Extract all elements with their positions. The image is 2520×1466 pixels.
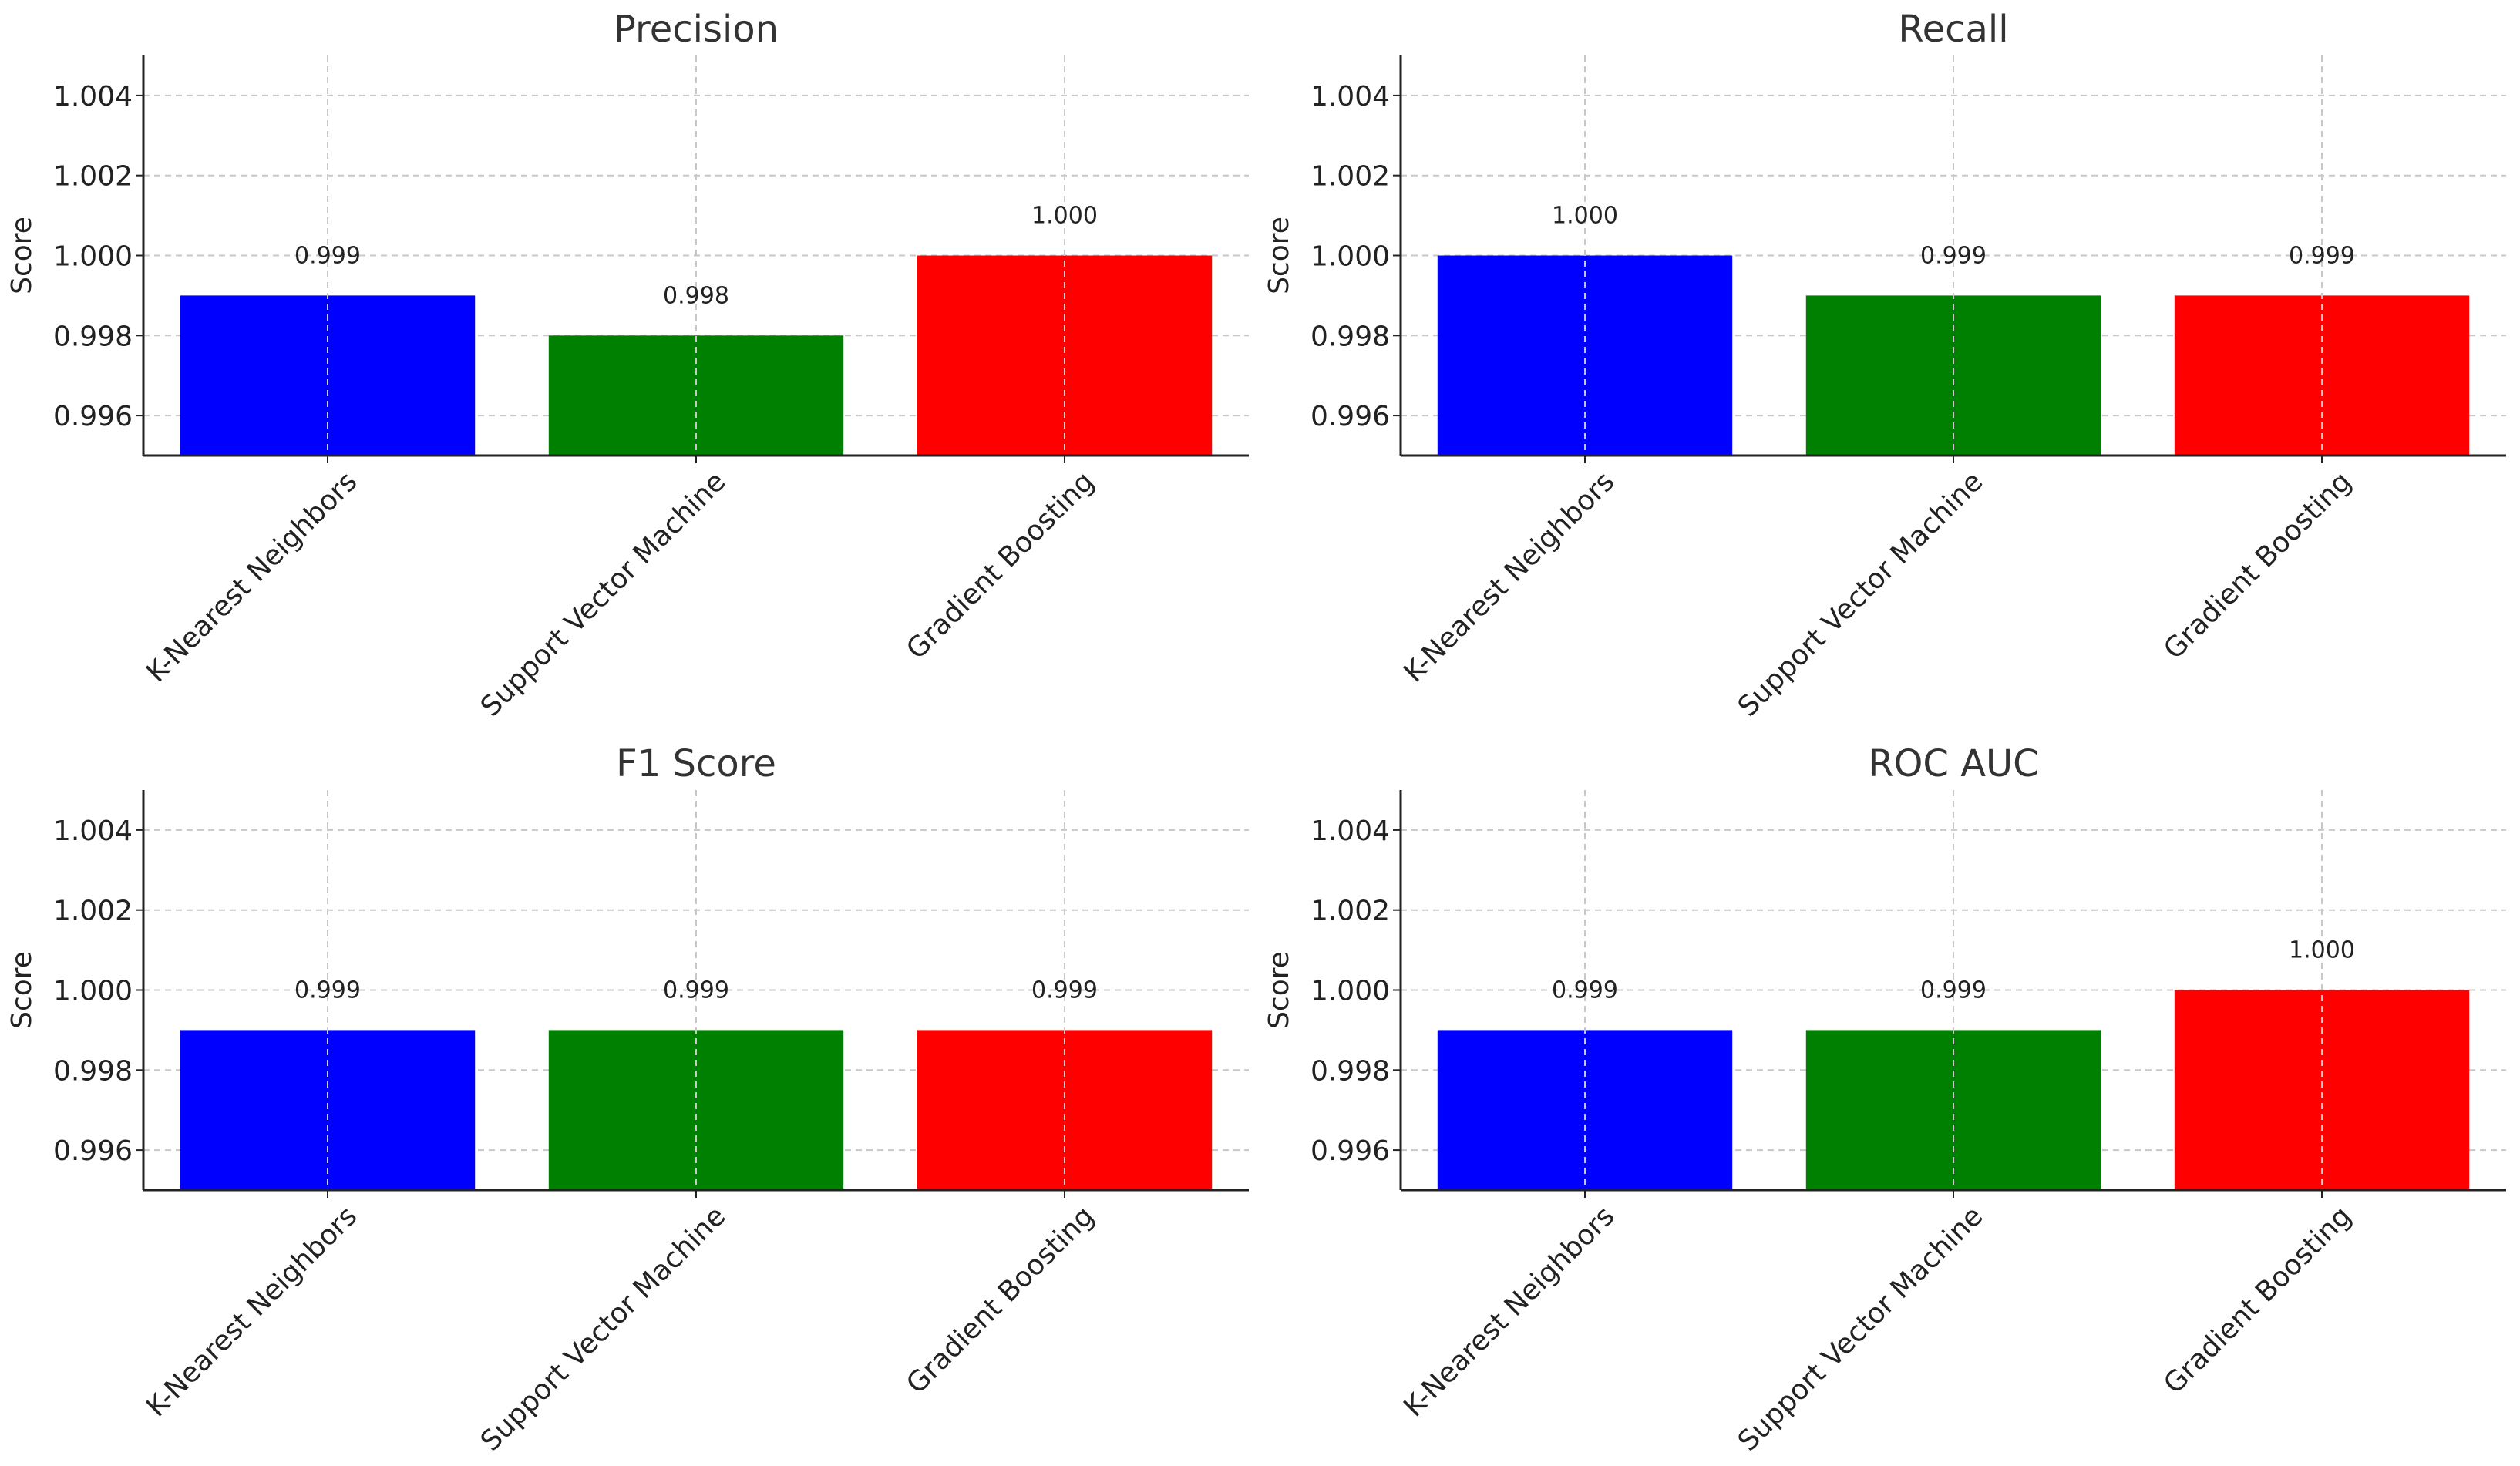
x-tick-label: K-Nearest Neighbors xyxy=(1398,1200,1620,1423)
y-tick-label: 1.000 xyxy=(53,976,133,1007)
data-label: 1.000 xyxy=(2289,937,2355,964)
bar-gradient-boosting xyxy=(917,255,1213,456)
bar-support-vector-machine xyxy=(1805,295,2101,456)
bar-support-vector-machine xyxy=(1805,1030,2101,1190)
bar-k-nearest-neighbors xyxy=(1437,255,1733,456)
data-label: 0.999 xyxy=(294,977,361,1004)
data-label: 1.000 xyxy=(1552,203,1618,230)
chart-panel-1: 0.996 0.998 1.000 1.002 1.004 0.999 0.998 1.000… xyxy=(6,8,1249,723)
y-axis-label: Score xyxy=(6,217,38,294)
y-axis-label: Score xyxy=(1263,217,1295,294)
y-tick-label: 1.000 xyxy=(1310,976,1390,1007)
data-label: 0.999 xyxy=(1920,242,1987,269)
y-tick-label: 1.000 xyxy=(53,241,133,273)
chart-title: Precision xyxy=(614,8,779,51)
bar-k-nearest-neighbors xyxy=(180,1030,476,1190)
data-label: 0.999 xyxy=(1920,977,1987,1004)
data-label: 0.999 xyxy=(2289,242,2355,269)
chart-panel-2: 0.996 0.998 1.000 1.002 1.004 1.000 0.999 0.999… xyxy=(1263,8,2506,723)
x-tick-label: Gradient Boosting xyxy=(2158,466,2357,665)
chart-panel-4: 0.996 0.998 1.000 1.002 1.004 0.999 0.999 1.000… xyxy=(1263,742,2506,1458)
y-axis-label: Score xyxy=(6,951,38,1029)
x-tick-label: Support Vector Machine xyxy=(475,466,732,722)
y-tick-label: 1.004 xyxy=(1310,81,1390,113)
data-label: 0.998 xyxy=(663,282,729,309)
y-tick-label: 0.996 xyxy=(53,401,133,432)
y-tick-label: 1.002 xyxy=(1310,896,1390,927)
bar-k-nearest-neighbors xyxy=(180,295,476,456)
chart-panel-3: 0.996 0.998 1.000 1.002 1.004 0.999 0.999 0.999… xyxy=(6,742,1249,1458)
y-tick-label: 0.996 xyxy=(1310,401,1390,432)
x-tick-label: K-Nearest Neighbors xyxy=(140,1200,363,1423)
y-tick-label: 1.004 xyxy=(1310,815,1390,847)
x-tick-label: K-Nearest Neighbors xyxy=(140,466,363,688)
y-tick-label: 1.002 xyxy=(1310,161,1390,193)
y-tick-label: 0.998 xyxy=(53,321,133,352)
bar-gradient-boosting xyxy=(2174,990,2470,1190)
x-tick-label: Support Vector Machine xyxy=(475,1200,732,1457)
x-tick-label: Support Vector Machine xyxy=(1732,466,1989,722)
y-tick-label: 0.998 xyxy=(1310,321,1390,352)
y-tick-label: 1.004 xyxy=(53,815,133,847)
data-label: 0.999 xyxy=(663,977,729,1004)
bar-k-nearest-neighbors xyxy=(1437,1030,1733,1190)
bar-gradient-boosting xyxy=(2174,295,2470,456)
y-tick-label: 0.996 xyxy=(53,1135,133,1167)
y-tick-label: 1.004 xyxy=(53,81,133,113)
bar-gradient-boosting xyxy=(917,1030,1213,1190)
y-tick-label: 0.998 xyxy=(1310,1055,1390,1087)
y-tick-label: 1.002 xyxy=(53,896,133,927)
data-label: 0.999 xyxy=(1552,977,1618,1004)
y-tick-label: 0.998 xyxy=(53,1055,133,1087)
bar-support-vector-machine xyxy=(548,1030,844,1190)
y-tick-label: 1.000 xyxy=(1310,241,1390,273)
chart-title: Recall xyxy=(1898,8,2008,51)
x-tick-label: Gradient Boosting xyxy=(900,466,1100,665)
data-label: 0.999 xyxy=(1031,977,1098,1004)
x-tick-label: Gradient Boosting xyxy=(900,1200,1100,1400)
y-tick-label: 1.002 xyxy=(53,161,133,193)
chart-title: F1 Score xyxy=(616,742,776,785)
data-label: 0.999 xyxy=(294,242,361,269)
y-axis-label: Score xyxy=(1263,951,1295,1029)
x-tick-label: Support Vector Machine xyxy=(1732,1200,1989,1457)
data-label: 1.000 xyxy=(1031,203,1098,230)
y-tick-label: 0.996 xyxy=(1310,1135,1390,1167)
chart-title: ROC AUC xyxy=(1868,742,2038,785)
x-tick-label: Gradient Boosting xyxy=(2158,1200,2357,1400)
x-tick-label: K-Nearest Neighbors xyxy=(1398,466,1620,688)
